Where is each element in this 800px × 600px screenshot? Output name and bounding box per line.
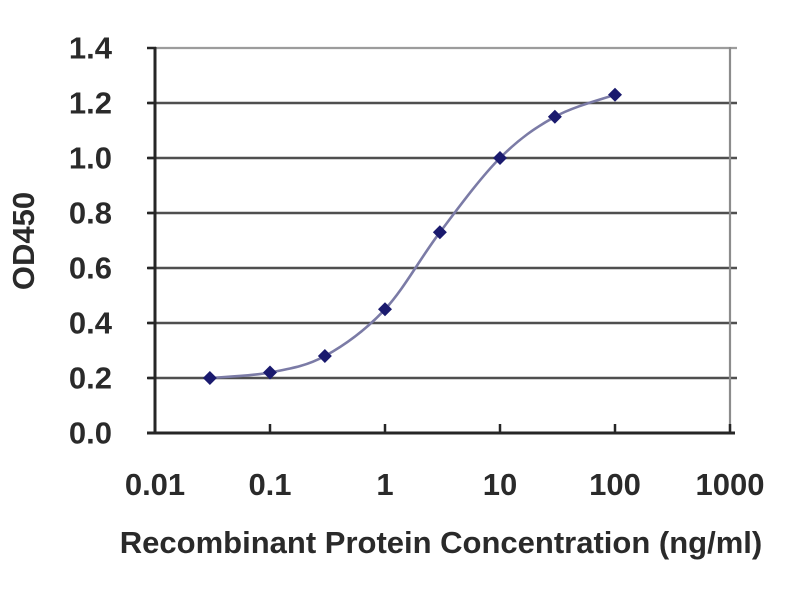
data-point (432, 225, 447, 240)
y-axis-title: OD450 (6, 192, 41, 290)
x-tick-label: 0.01 (125, 467, 185, 502)
y-tick-label: 0.6 (69, 251, 112, 286)
axis-ticks (147, 46, 732, 435)
curve-path (209, 93, 616, 380)
y-tick-label: 1.2 (69, 86, 112, 121)
data-point (378, 302, 392, 317)
tick-labels: 0.0 0.2 0.4 0.6 0.8 1.0 1.2 1.4 0.01 0.1 1 10 100 100… (69, 31, 765, 503)
data-point (202, 371, 217, 385)
y-tick-label: 1.0 (69, 141, 112, 176)
data-point (608, 87, 622, 102)
data-point (317, 349, 332, 363)
data-point-markers (202, 87, 622, 385)
y-tick-label: 0.2 (69, 361, 112, 396)
y-tick-label: 0.0 (69, 416, 112, 451)
y-tick-label: 0.8 (69, 196, 112, 231)
gridlines (148, 101, 737, 380)
data-point (263, 365, 277, 380)
data-point (493, 151, 507, 165)
x-axis-title: Recombinant Protein Concentration (ng/ml… (120, 525, 762, 560)
x-tick-label: 100 (589, 467, 641, 502)
x-tick-label: 0.1 (248, 467, 291, 502)
x-tick-label: 1000 (696, 467, 765, 502)
series-curve (209, 93, 616, 380)
y-tick-label: 1.4 (69, 31, 113, 66)
x-tick-label: 10 (483, 467, 517, 502)
data-point (547, 109, 562, 124)
x-tick-label: 1 (376, 467, 393, 502)
plot-frame (147, 46, 737, 435)
y-tick-label: 0.4 (69, 306, 113, 341)
